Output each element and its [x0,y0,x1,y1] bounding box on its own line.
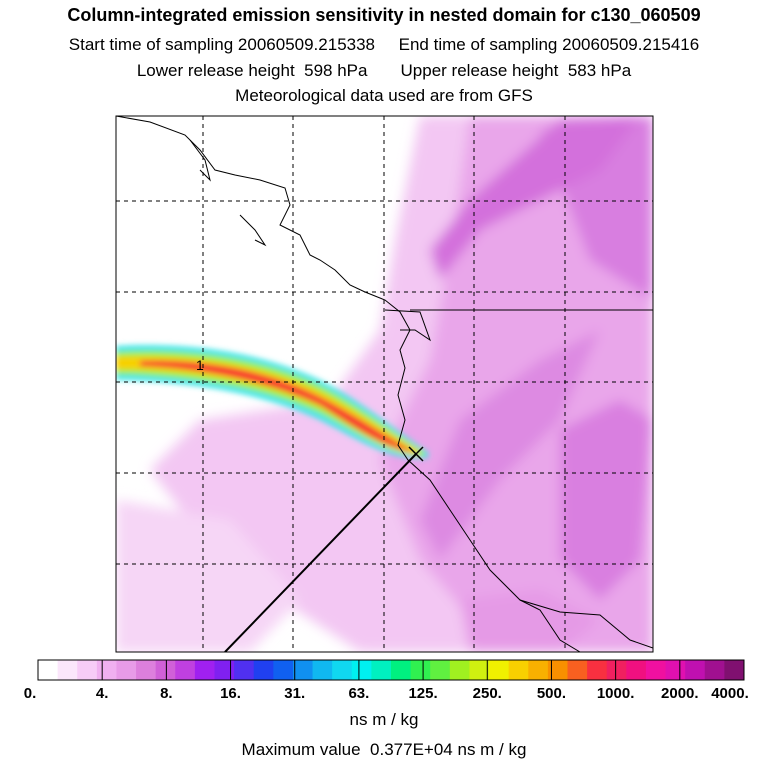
colorbar-tick-label: 250. [472,685,502,702]
colorbar-swatch [626,660,647,680]
colorbar-swatch [508,660,529,680]
colorbar-swatch [469,660,490,680]
met-data-note: Meteorological data used are from GFS [235,86,533,105]
colorbar-swatch [724,660,745,680]
end-time-value: 20060509.215416 [562,35,700,54]
colorbar-tick-label: 1000. [596,685,635,702]
colorbar-swatch [547,660,568,680]
lower-release-label: Lower release height [136,61,295,80]
colorbar-swatch [175,660,196,680]
colorbar-swatch [57,660,78,680]
colorbar-swatch [292,660,314,680]
colorbar-tick-label: 500. [536,685,567,702]
colorbar-swatch [391,660,412,680]
colorbar-swatch [351,660,372,680]
max-value-label: Maximum value [241,740,361,759]
sensitivity-field [116,116,653,652]
colorbar-swatch [234,660,255,680]
colorbar-swatch [567,660,588,680]
colorbar-swatch [136,660,157,680]
start-time-value: 20060509.215338 [237,35,376,54]
colorbar-frame [37,659,745,681]
colorbar-swatch [449,660,470,680]
colorbar-swatch [528,660,549,680]
colorbar-swatch [685,660,706,680]
colorbar-swatch [430,660,451,680]
colorbar-swatch [489,660,510,680]
colorbar-swatch [665,660,686,680]
colorbar-tick-label: 4000. [711,685,749,702]
lower-release-value: 598 hPa [304,61,368,80]
maximum-value: Maximum value 0.377E+04 ns m / kg [0,740,768,760]
colorbar-tick-label: 63. [348,685,370,702]
upper-release-label: Upper release height [400,61,559,80]
colorbar-swatch [273,660,294,680]
colorbar-tick-label: 125. [408,685,438,702]
colorbar-swatch [312,660,333,680]
plot-title: Column-integrated emission sensitivity i… [67,5,701,25]
colorbar-swatch [116,660,137,680]
colorbar-swatch [410,660,431,680]
colorbar-units: ns m / kg [349,710,419,729]
colorbar-tick-label: 0. [23,685,37,702]
upper-release-value: 583 hPa [567,61,632,80]
trajectory-label: 1 [196,357,204,373]
colorbar-swatch [194,660,215,680]
release-heights: Lower release height 598 hPa Upper relea… [0,61,768,81]
colorbar-tick-label: 4. [95,685,109,702]
sampling-times: Start time of sampling 20060509.215338 E… [0,35,768,55]
colorbar-swatch [371,660,392,680]
colorbar-swatch [155,660,176,680]
start-time-label: Start time of sampling [68,35,234,54]
colorbar-swatch [645,660,667,680]
colorbar-swatch [704,660,725,680]
colorbar-swatch [253,660,274,680]
colorbar-swatch [96,660,117,680]
colorbar-swatch [77,660,98,680]
colorbar-swatch [587,660,608,680]
colorbar-tick-label: 16. [220,685,241,702]
release-point-marker [408,446,424,462]
colorbar-swatch [214,660,235,680]
max-value-number: 0.377E+04 [370,740,453,759]
color-legend [37,659,745,681]
colorbar-tick-label: 8. [160,685,173,702]
colorbar-tick-label: 2000. [661,685,699,702]
lat-lon-grid [116,116,653,652]
max-value-units: ns m / kg [457,740,527,759]
colorbar-swatch [38,660,59,680]
colorbar-swatch [332,660,353,680]
colorbar-tick-label: 31. [284,685,306,702]
flight-track [224,453,417,652]
colorbar-swatch [606,660,627,680]
map-frame [115,115,654,653]
end-time-label: End time of sampling [398,35,558,54]
